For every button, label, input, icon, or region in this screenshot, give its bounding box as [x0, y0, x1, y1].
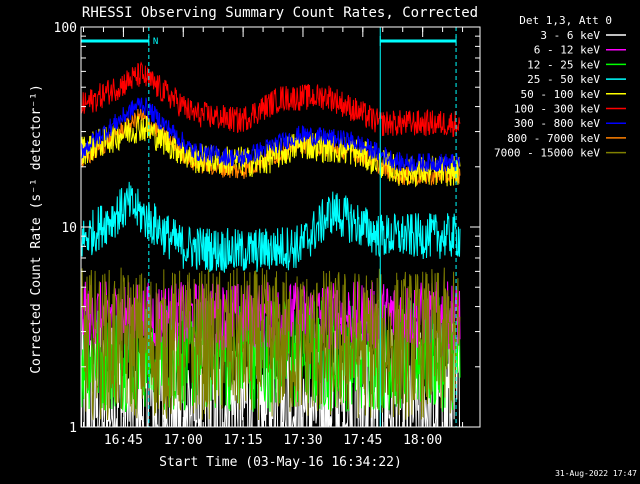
x-tick-label: 17:15	[224, 433, 263, 448]
x-axis-label: Start Time (03-May-16 16:34:22)	[159, 455, 402, 470]
legend-item-label: 50 - 100 keV	[521, 88, 601, 101]
flag-label: N	[153, 37, 158, 47]
legend-title: Det 1,3, Att 0	[519, 14, 612, 27]
x-tick-label: 17:45	[343, 433, 382, 448]
legend-item-label: 800 - 7000 keV	[507, 132, 600, 145]
date-stamp: 31-Aug-2022 17:47	[555, 469, 637, 478]
legend-item-label: 6 - 12 keV	[534, 44, 601, 57]
y-tick-label: 1	[69, 421, 77, 436]
series-line-4	[81, 115, 461, 188]
chart-title: RHESSI Observing Summary Count Rates, Co…	[82, 5, 478, 21]
x-tick-label: 16:45	[104, 433, 143, 448]
series-group	[81, 61, 461, 427]
legend-item-label: 25 - 50 keV	[527, 73, 600, 86]
series-line-5	[81, 61, 461, 138]
legend-item-label: 3 - 6 keV	[540, 29, 600, 42]
y-tick-label: 10	[61, 221, 77, 236]
series-line-8	[81, 267, 461, 421]
legend-item-label: 7000 - 15000 keV	[494, 147, 600, 160]
x-tick-label: 17:00	[164, 433, 203, 448]
legend-item-label: 12 - 25 keV	[527, 58, 600, 71]
x-tick-label: 17:30	[283, 433, 322, 448]
legend-item-label: 300 - 800 keV	[514, 117, 600, 130]
x-tick-label: 18:00	[403, 433, 442, 448]
y-axis-label: Corrected Count Rate (s⁻¹ detector⁻¹)	[29, 84, 44, 374]
legend-item-label: 100 - 300 keV	[514, 103, 600, 116]
series-line-3	[81, 181, 461, 273]
series-line-6	[81, 97, 461, 173]
y-tick-label: 100	[54, 21, 77, 36]
